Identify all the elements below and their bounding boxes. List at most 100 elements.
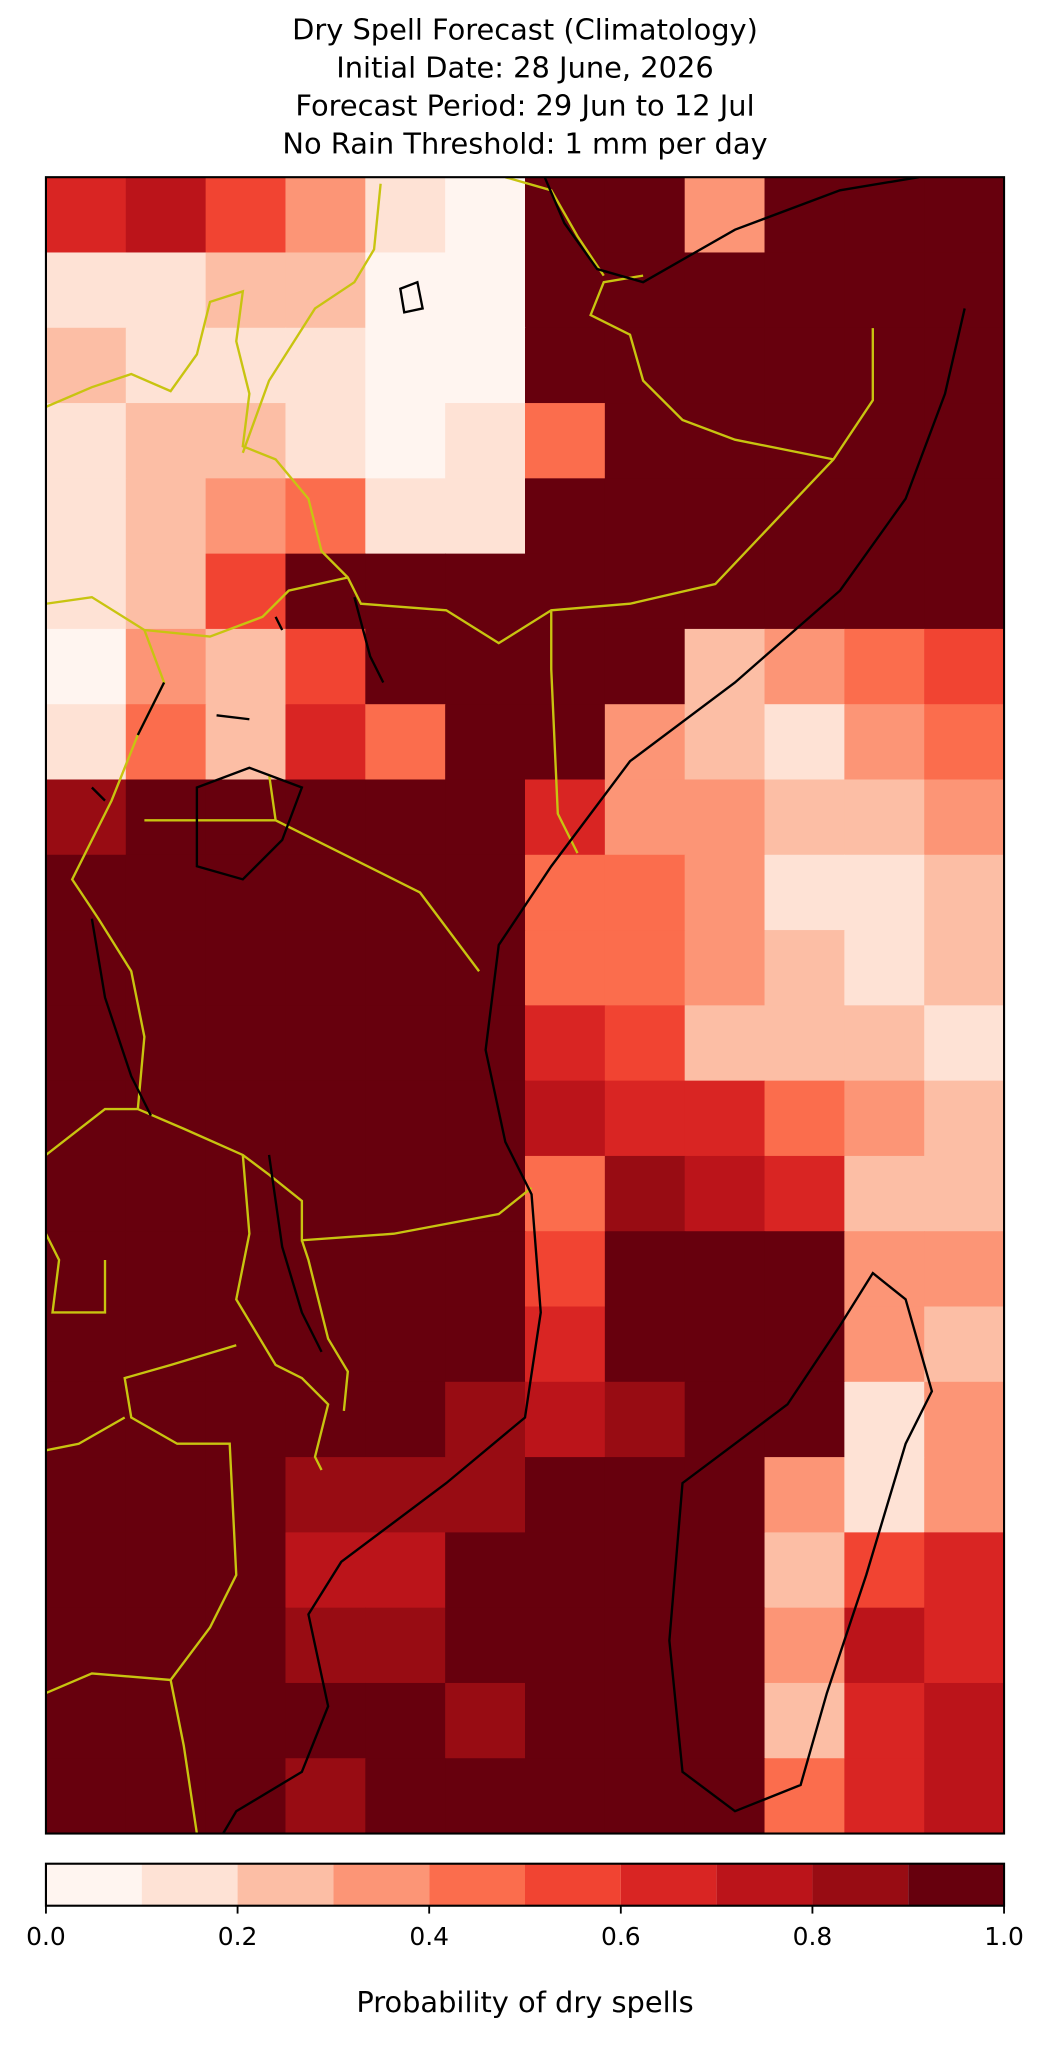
grid-cell xyxy=(125,1381,207,1458)
grid-cell xyxy=(45,1758,127,1835)
grid-cell xyxy=(285,930,366,1007)
grid-cell xyxy=(205,930,287,1007)
grid-cell xyxy=(684,704,766,781)
map-lines xyxy=(45,177,966,1834)
grid-cell xyxy=(525,1155,606,1232)
grid-cell xyxy=(125,553,207,630)
grid-cell xyxy=(525,704,606,781)
grid-cell xyxy=(844,1306,925,1383)
grid-cell xyxy=(525,930,606,1007)
grid-cell xyxy=(844,704,925,781)
grid-cell xyxy=(285,1231,366,1308)
grid-cell xyxy=(684,1758,766,1835)
grid-cell xyxy=(844,553,925,630)
grid-cell xyxy=(604,1005,686,1082)
grid-cell xyxy=(125,704,207,781)
grid-cell xyxy=(684,1080,766,1157)
grid-cell xyxy=(285,327,366,404)
grid-cell xyxy=(445,1080,526,1157)
coastline xyxy=(90,177,966,1834)
grid-cell xyxy=(764,704,846,781)
colorbar-swatch xyxy=(333,1863,430,1906)
grid-cell xyxy=(445,628,526,705)
grid-cell xyxy=(604,1306,686,1383)
grid-cell xyxy=(525,1306,606,1383)
grid-cell xyxy=(125,252,207,329)
grid-cell xyxy=(525,1080,606,1157)
grid-cell xyxy=(365,628,446,705)
grid-cell xyxy=(445,252,526,329)
grid-cell xyxy=(205,1758,287,1835)
grid-cell xyxy=(604,1080,686,1157)
grid-cell xyxy=(604,779,686,856)
grid-cell xyxy=(45,628,127,705)
colorbar-swatch xyxy=(716,1863,813,1906)
grid-cell xyxy=(365,1080,446,1157)
grid-cell xyxy=(684,478,766,555)
grid-cell xyxy=(365,327,446,404)
grid-cell xyxy=(684,1607,766,1684)
grid-cell xyxy=(45,1607,127,1684)
grid-cell xyxy=(924,854,1005,931)
colorbar-tick-label: 0.2 xyxy=(218,1922,258,1951)
grid-cell xyxy=(525,1607,606,1684)
heatmap xyxy=(45,177,1005,1835)
grid-cell xyxy=(525,1457,606,1534)
grid-cell xyxy=(445,779,526,856)
grid-cell xyxy=(285,628,366,705)
grid-cell xyxy=(205,628,287,705)
chart-title: Dry Spell Forecast (Climatology) xyxy=(292,12,758,46)
grid-cell xyxy=(285,1532,366,1609)
grid-cell xyxy=(764,1005,846,1082)
grid-cell xyxy=(45,1682,127,1759)
grid-cell xyxy=(205,1381,287,1458)
grid-cell xyxy=(45,1231,127,1308)
colorbar-label: Probability of dry spells xyxy=(356,1985,693,2019)
grid-cell xyxy=(125,403,207,479)
grid-cell xyxy=(604,1682,686,1759)
grid-cell xyxy=(924,1155,1005,1232)
grid-cell xyxy=(205,1231,287,1308)
grid-cell xyxy=(365,1457,446,1534)
grid-cell xyxy=(45,779,127,856)
grid-cell xyxy=(285,1607,366,1684)
grid-cell xyxy=(125,1231,207,1308)
grid-cell xyxy=(604,930,686,1007)
grid-cell xyxy=(285,1758,366,1835)
grid-cell xyxy=(285,1080,366,1157)
grid-cell xyxy=(205,177,287,254)
grid-cell xyxy=(525,478,606,555)
grid-cell xyxy=(125,779,207,856)
grid-cell xyxy=(604,1231,686,1308)
chart-title: Forecast Period: 29 Jun to 12 Jul xyxy=(295,88,754,122)
grid-cell xyxy=(924,1306,1005,1383)
grid-cell xyxy=(205,553,287,630)
grid-cell xyxy=(764,403,846,479)
grid-cell xyxy=(125,1005,207,1082)
grid-cell xyxy=(604,1758,686,1835)
grid-cell xyxy=(285,252,366,329)
grid-cell xyxy=(924,779,1005,856)
grid-cell xyxy=(45,704,127,781)
grid-cell xyxy=(604,854,686,931)
grid-cell xyxy=(684,930,766,1007)
grid-cell xyxy=(525,1005,606,1082)
grid-cell xyxy=(205,1306,287,1383)
grid-cell xyxy=(844,252,925,329)
grid-cell xyxy=(604,177,686,254)
grid-cell xyxy=(525,327,606,404)
grid-cell xyxy=(445,1607,526,1684)
grid-cell xyxy=(924,1080,1005,1157)
grid-cell xyxy=(205,854,287,931)
grid-cell xyxy=(445,403,526,479)
grid-cell xyxy=(445,1231,526,1308)
chart-title: No Rain Threshold: 1 mm per day xyxy=(282,127,767,161)
grid-cell xyxy=(205,1607,287,1684)
grid-cell xyxy=(924,1607,1005,1684)
grid-cell xyxy=(365,704,446,781)
grid-cell xyxy=(764,930,846,1007)
grid-cell xyxy=(844,930,925,1007)
grid-cell xyxy=(844,1682,925,1759)
grid-cell xyxy=(764,1231,846,1308)
